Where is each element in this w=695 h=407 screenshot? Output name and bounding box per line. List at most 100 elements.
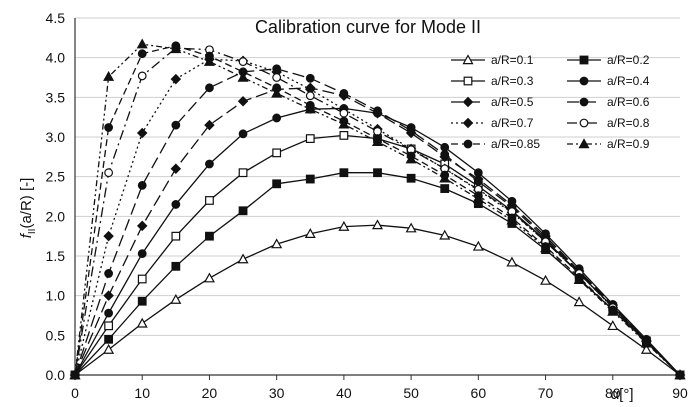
data-point xyxy=(272,113,282,123)
y-tick-label: 1.0 xyxy=(46,288,66,304)
data-point xyxy=(640,343,652,354)
y-tick-label: 3.5 xyxy=(46,89,66,105)
legend-label: a/R=0.8 xyxy=(607,116,650,130)
x-tick-label: 60 xyxy=(471,385,487,401)
legend-label: a/R=0.4 xyxy=(607,74,650,88)
legend-marker xyxy=(579,55,589,65)
data-point xyxy=(171,200,181,209)
data-point xyxy=(103,290,114,301)
data-point xyxy=(339,108,349,118)
data-point xyxy=(371,136,384,146)
data-point xyxy=(205,159,214,169)
data-point xyxy=(473,177,483,186)
data-point xyxy=(405,222,417,233)
data-point xyxy=(272,73,282,82)
y-tick-label: 2.5 xyxy=(46,169,66,185)
legend-marker xyxy=(579,118,589,128)
x-tick-label: 10 xyxy=(134,385,150,401)
data-point xyxy=(137,249,147,259)
series-lines xyxy=(69,38,686,381)
legend-label: a/R=0.85 xyxy=(491,137,540,151)
plot-axes xyxy=(74,18,681,380)
series-line xyxy=(74,43,681,376)
x-tick-label: 30 xyxy=(269,385,285,401)
legend: a/R=0.1 a/R=0.2 a/R=0.3 a/R=0.4 a/R=0.5 a/R=0… xyxy=(451,53,650,151)
legend-marker xyxy=(578,138,590,149)
data-point xyxy=(237,96,249,107)
series-a/R=0.9 xyxy=(69,38,686,380)
data-point xyxy=(540,274,552,285)
data-point xyxy=(439,229,451,240)
x-tick-label: 0 xyxy=(71,385,79,401)
data-point xyxy=(205,196,214,205)
legend-marker xyxy=(462,117,474,129)
data-point xyxy=(104,168,114,178)
series-a/R=0.1 xyxy=(69,219,686,380)
x-tick-labels: 0 10 20 30 40 50 60 70 80 90 xyxy=(71,385,688,401)
data-point xyxy=(440,150,450,159)
data-point xyxy=(339,168,349,178)
data-point xyxy=(506,256,518,267)
data-point xyxy=(373,106,382,116)
data-point xyxy=(440,142,450,152)
y-tick-label: 2.0 xyxy=(46,208,66,224)
data-point xyxy=(506,214,518,225)
legend-item: a/R=0.85 xyxy=(451,137,540,151)
y-tick-label: 0.0 xyxy=(46,367,66,383)
series-a/R=0.7 xyxy=(69,54,686,381)
data-point xyxy=(237,71,249,82)
series-line xyxy=(74,172,681,376)
data-point xyxy=(136,38,148,49)
data-point xyxy=(238,57,248,67)
legend-item: a/R=0.9 xyxy=(567,137,650,151)
data-point xyxy=(338,118,350,129)
data-point xyxy=(406,126,416,136)
data-point xyxy=(103,343,115,354)
data-point xyxy=(69,369,81,380)
x-tick-label: 50 xyxy=(403,385,419,401)
data-point xyxy=(171,261,181,271)
data-point xyxy=(103,70,115,81)
data-point xyxy=(137,296,147,306)
data-point xyxy=(607,305,619,316)
data-point xyxy=(237,253,249,264)
legend-marker xyxy=(463,139,473,149)
x-tick-label: 40 xyxy=(336,385,352,401)
legend-item: a/R=0.1 xyxy=(451,53,534,67)
data-point xyxy=(136,317,148,328)
data-point xyxy=(171,231,181,241)
legend-label: a/R=0.5 xyxy=(491,95,534,109)
data-point xyxy=(272,179,282,189)
data-point xyxy=(439,172,451,183)
data-point xyxy=(170,43,182,54)
data-point xyxy=(472,240,484,251)
y-tick-label: 4.0 xyxy=(46,50,66,66)
legend-marker xyxy=(463,76,473,86)
legend-label: a/R=0.9 xyxy=(607,137,650,151)
y-tick-label: 0.5 xyxy=(46,327,66,343)
x-tick-label: 80 xyxy=(605,385,621,401)
data-point xyxy=(339,131,349,140)
legend-item: a/R=0.2 xyxy=(567,53,650,67)
data-point xyxy=(203,272,215,283)
legend-label: a/R=0.1 xyxy=(491,53,534,67)
legend-item: a/R=0.3 xyxy=(451,74,534,88)
legend-label: a/R=0.2 xyxy=(607,53,650,67)
data-point xyxy=(271,87,283,98)
series-line xyxy=(74,224,681,376)
data-point xyxy=(204,119,215,131)
legend-item: a/R=0.6 xyxy=(567,95,650,109)
data-point xyxy=(170,73,182,85)
series-a/R=0.2 xyxy=(70,168,685,380)
legend-item: a/R=0.4 xyxy=(567,74,650,88)
y-tick-label: 3.0 xyxy=(46,129,66,145)
chart-title: Calibration curve for Mode II xyxy=(255,17,481,37)
legend-label: a/R=0.3 xyxy=(491,74,534,88)
data-point xyxy=(371,219,384,230)
y-tick-label: 1.5 xyxy=(46,248,66,264)
data-point xyxy=(137,274,147,284)
data-point xyxy=(203,55,215,66)
data-point xyxy=(540,242,552,253)
data-point xyxy=(406,173,416,183)
